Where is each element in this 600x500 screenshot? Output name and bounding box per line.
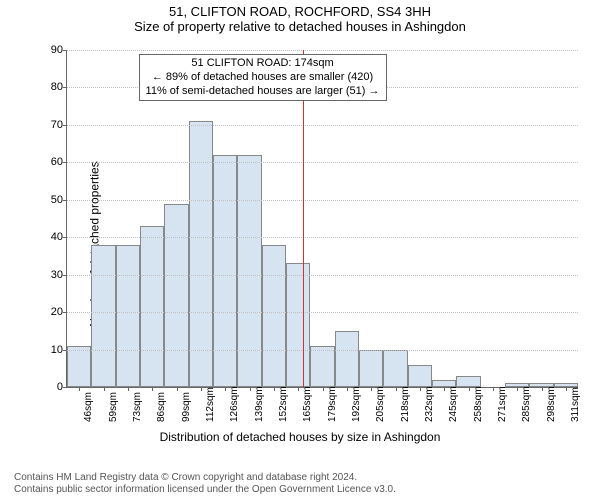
footer-line-1: Contains HM Land Registry data © Crown c…: [14, 472, 396, 484]
x-tick-mark: [493, 387, 494, 391]
histogram-bar: [91, 245, 115, 387]
x-tick-label: 285sqm: [521, 386, 532, 422]
x-tick-mark: [177, 387, 178, 391]
grid-line: [67, 50, 578, 51]
x-tick-mark: [323, 387, 324, 391]
x-tick-mark: [225, 387, 226, 391]
y-tick-label: 20: [39, 306, 63, 318]
x-tick-label: 139sqm: [254, 386, 265, 422]
y-tick-label: 60: [39, 156, 63, 168]
histogram-bar: [286, 263, 310, 387]
histogram-bar: [359, 350, 383, 387]
histogram-bar: [189, 121, 213, 387]
x-tick-label: 59sqm: [108, 392, 119, 422]
x-tick-mark: [542, 387, 543, 391]
page-title-subtitle: Size of property relative to detached ho…: [0, 19, 600, 34]
x-tick-label: 258sqm: [473, 386, 484, 422]
histogram-bar: [237, 155, 261, 387]
annotation-line-1: 51 CLIFTON ROAD: 174sqm: [146, 57, 380, 71]
y-tick-label: 80: [39, 81, 63, 93]
histogram-bar: [67, 346, 91, 387]
histogram-bar: [213, 155, 237, 387]
y-tick-label: 70: [39, 119, 63, 131]
x-tick-mark: [444, 387, 445, 391]
annotation-line-2: ← 89% of detached houses are smaller (42…: [146, 71, 380, 85]
y-tick-mark: [63, 237, 67, 238]
x-tick-mark: [152, 387, 153, 391]
x-tick-mark: [128, 387, 129, 391]
x-tick-mark: [517, 387, 518, 391]
y-tick-mark: [63, 275, 67, 276]
x-tick-mark: [274, 387, 275, 391]
footer-line-2: Contains public sector information licen…: [14, 484, 396, 496]
x-tick-mark: [347, 387, 348, 391]
y-tick-mark: [63, 312, 67, 313]
x-tick-mark: [104, 387, 105, 391]
plot-area: 010203040506070809046sqm59sqm73sqm86sqm9…: [66, 50, 578, 388]
x-tick-mark: [566, 387, 567, 391]
x-tick-mark: [396, 387, 397, 391]
x-tick-label: 99sqm: [181, 392, 192, 422]
histogram-bar: [383, 350, 407, 387]
x-tick-label: 165sqm: [302, 386, 313, 422]
x-tick-mark: [371, 387, 372, 391]
annotation-box: 51 CLIFTON ROAD: 174sqm← 89% of detached…: [139, 54, 387, 101]
grid-line: [67, 237, 578, 238]
x-tick-label: 86sqm: [156, 392, 167, 422]
y-tick-mark: [63, 87, 67, 88]
x-axis-label: Distribution of detached houses by size …: [16, 430, 584, 444]
y-tick-mark: [63, 50, 67, 51]
y-tick-mark: [63, 350, 67, 351]
y-tick-mark: [63, 125, 67, 126]
y-tick-label: 10: [39, 344, 63, 356]
histogram-bar: [116, 245, 140, 387]
grid-line: [67, 200, 578, 201]
x-tick-mark: [298, 387, 299, 391]
histogram-bar: [408, 365, 432, 387]
histogram-bar: [310, 346, 334, 387]
x-tick-mark: [420, 387, 421, 391]
grid-line: [67, 162, 578, 163]
x-tick-label: 73sqm: [132, 392, 143, 422]
x-tick-label: 232sqm: [424, 386, 435, 422]
x-tick-mark: [79, 387, 80, 391]
x-tick-mark: [469, 387, 470, 391]
x-tick-label: 152sqm: [278, 386, 289, 422]
attribution-footer: Contains HM Land Registry data © Crown c…: [14, 472, 396, 496]
x-tick-label: 245sqm: [448, 386, 459, 422]
y-tick-label: 40: [39, 231, 63, 243]
annotation-line-3: 11% of semi-detached houses are larger (…: [146, 85, 380, 99]
x-tick-label: 271sqm: [497, 386, 508, 422]
x-tick-mark: [201, 387, 202, 391]
y-tick-mark: [63, 162, 67, 163]
x-tick-label: 179sqm: [327, 386, 338, 422]
x-tick-label: 192sqm: [351, 386, 362, 422]
histogram-bar: [140, 226, 164, 387]
histogram-bar: [335, 331, 359, 387]
x-tick-label: 218sqm: [400, 386, 411, 422]
x-tick-label: 126sqm: [229, 386, 240, 422]
grid-line: [67, 275, 578, 276]
grid-line: [67, 125, 578, 126]
histogram-bar: [164, 204, 188, 387]
x-tick-label: 298sqm: [546, 386, 557, 422]
y-tick-mark: [63, 387, 67, 388]
y-tick-mark: [63, 200, 67, 201]
grid-line: [67, 350, 578, 351]
histogram-bar: [262, 245, 286, 387]
y-tick-label: 30: [39, 269, 63, 281]
histogram-chart: Number of detached properties 0102030405…: [16, 44, 584, 444]
histogram-bar: [456, 376, 480, 387]
y-tick-label: 50: [39, 194, 63, 206]
grid-line: [67, 312, 578, 313]
x-tick-label: 112sqm: [205, 387, 216, 422]
x-tick-mark: [250, 387, 251, 391]
x-tick-label: 311sqm: [570, 387, 581, 422]
page-title-address: 51, CLIFTON ROAD, ROCHFORD, SS4 3HH: [0, 4, 600, 19]
y-tick-label: 0: [39, 381, 63, 393]
y-tick-label: 90: [39, 44, 63, 56]
x-tick-label: 46sqm: [83, 392, 94, 422]
x-tick-label: 205sqm: [375, 386, 386, 422]
